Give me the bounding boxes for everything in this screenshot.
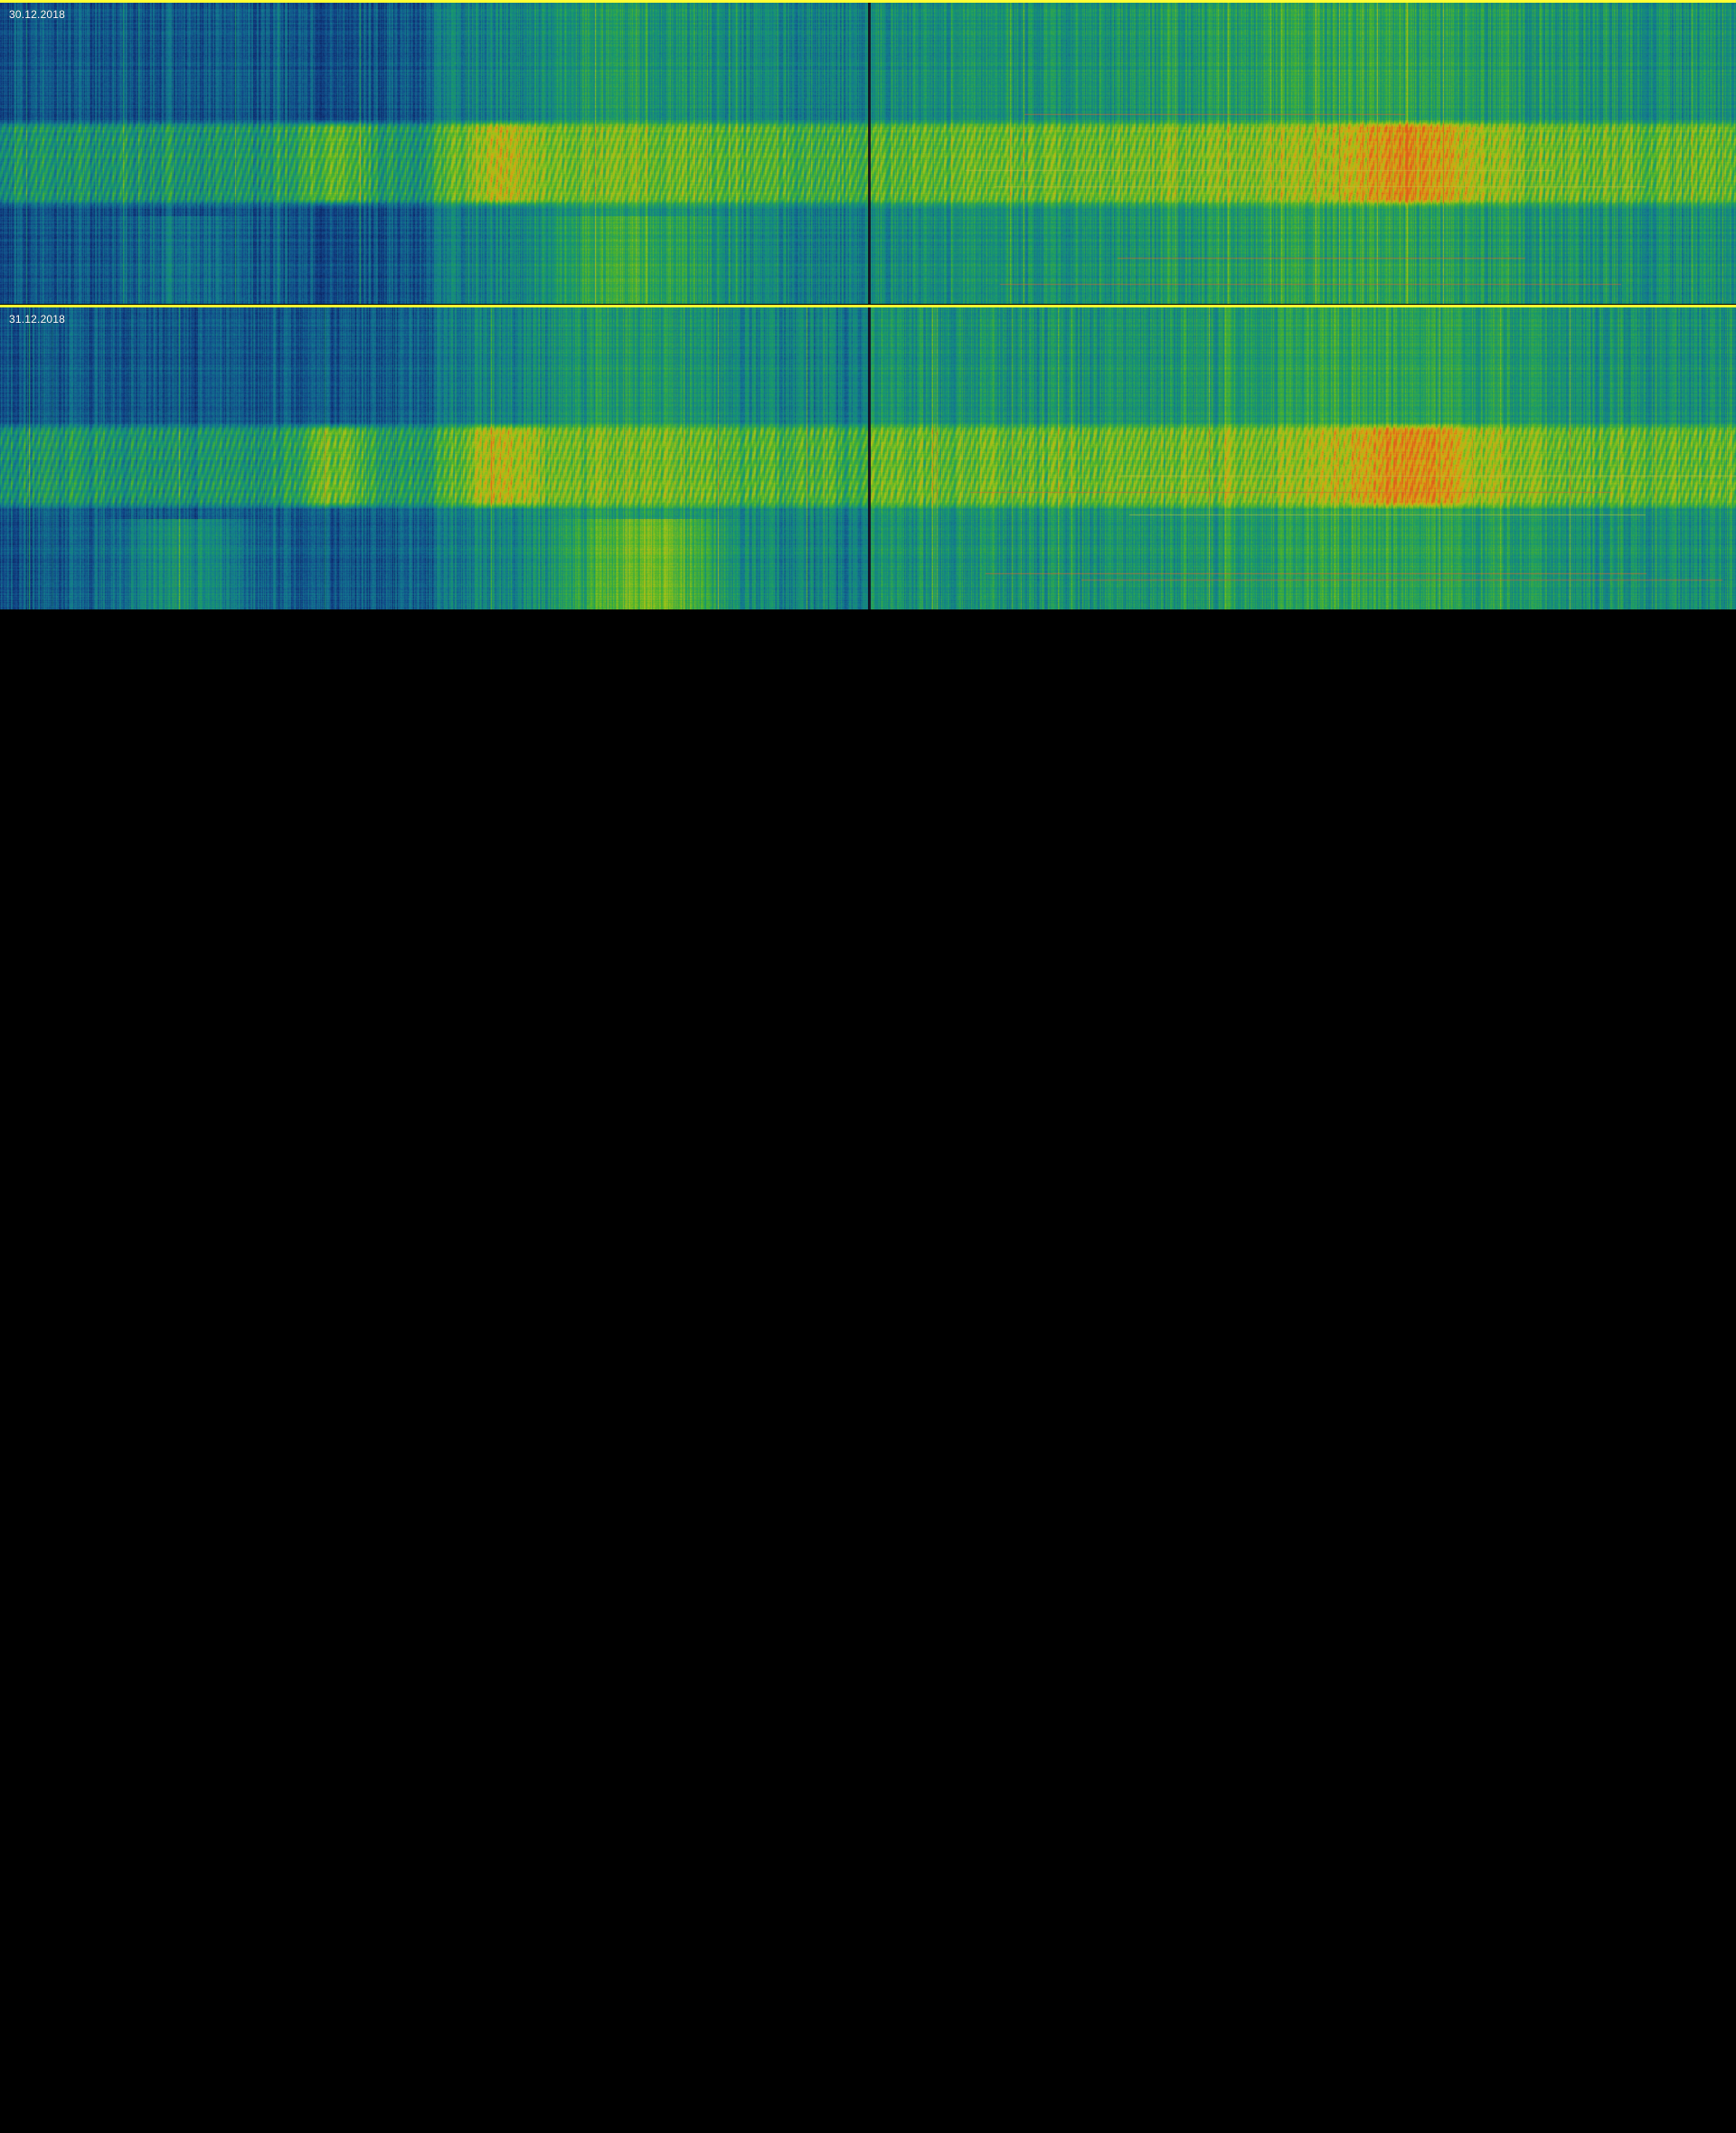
day-boundary-line (0, 0, 1736, 3)
panel-center-divider (868, 305, 871, 609)
empty-area (0, 609, 1736, 2133)
panel-center-divider (868, 0, 871, 304)
spectrogram-panel-day-1: 30.12.2018 (0, 0, 1736, 304)
spectrogram-panel-day-2: 31.12.2018 (0, 305, 1736, 609)
day-label: 31.12.2018 (9, 313, 66, 326)
day-boundary-line (0, 305, 1736, 307)
day-label: 30.12.2018 (9, 8, 66, 21)
